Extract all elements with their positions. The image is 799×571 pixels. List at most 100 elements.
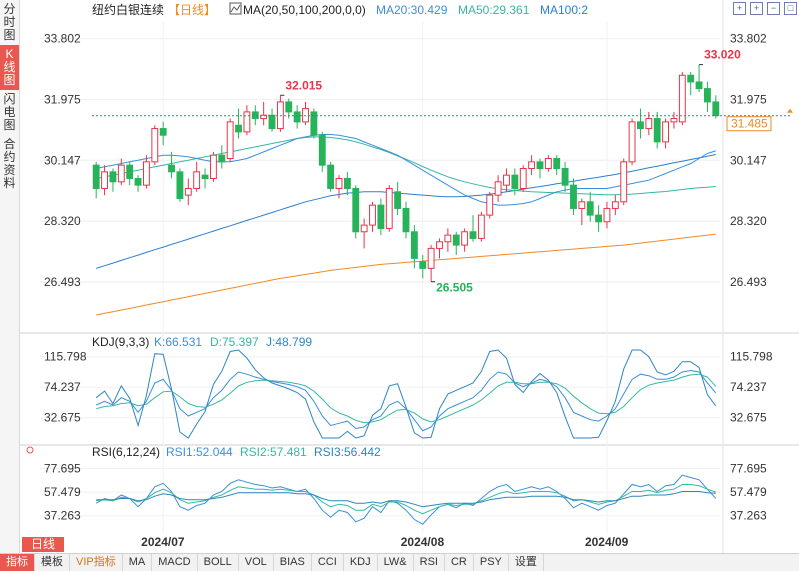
candle-body — [645, 118, 653, 130]
candle-body — [92, 164, 100, 189]
zoom-out-icon[interactable]: − — [767, 2, 780, 15]
toolbar-item-7[interactable]: BIAS — [274, 554, 312, 571]
candle-body — [235, 124, 242, 133]
candle-body — [461, 231, 469, 246]
sidebar-tab-3[interactable]: 合约资料 — [3, 137, 16, 190]
toolbar-item-13[interactable]: PSY — [474, 554, 509, 571]
candle-body — [385, 187, 393, 229]
rsi-settings-icon[interactable] — [26, 446, 34, 454]
candle-body — [318, 134, 326, 166]
ma-settings-icon[interactable] — [229, 2, 242, 15]
toolbar-item-1[interactable]: 模板 — [35, 554, 70, 571]
ma-label: MA(20,50,100,200,0,0) — [243, 3, 366, 17]
window-tools: + + − □ — [733, 2, 797, 15]
toolbar-item-11[interactable]: RSI — [414, 554, 445, 571]
candle-body — [536, 161, 544, 170]
extreme-label: 26.505 — [436, 281, 473, 295]
candle-body — [184, 187, 192, 196]
kdj-label: KDJ(9,3,3) — [92, 335, 149, 349]
candle-body — [653, 118, 661, 143]
last-price-box — [726, 116, 772, 132]
crosshair-icon[interactable]: + — [733, 2, 746, 15]
toolbar-item-2[interactable]: VIP指标 — [70, 554, 123, 571]
extreme-label: 33.020 — [704, 48, 741, 62]
toolbar-item-10[interactable]: LW& — [378, 554, 414, 571]
candle-body — [444, 234, 452, 243]
candle-body — [335, 177, 343, 189]
candle-body — [377, 204, 385, 229]
ma-settings-icon-glyph — [230, 4, 241, 13]
candle-body — [126, 164, 134, 179]
toolbar-item-6[interactable]: VOL — [239, 554, 274, 571]
candle-body — [578, 201, 586, 209]
x-tick-label: 2024/09 — [585, 535, 629, 549]
candle-body — [193, 171, 201, 189]
zoom-in-icon[interactable]: + — [750, 2, 763, 15]
candle-body — [327, 164, 335, 189]
toolbar-item-4[interactable]: MACD — [152, 554, 198, 571]
main-ytick: 30.147 — [730, 153, 767, 167]
candle-body — [101, 171, 108, 189]
candle-body — [486, 194, 494, 216]
toolbar-item-14[interactable]: 设置 — [509, 554, 544, 571]
ma50-line — [96, 136, 716, 196]
main-ytick: 28.320 — [730, 214, 767, 228]
toolbar-item-3[interactable]: MA — [123, 554, 153, 571]
kdj-k-value: K:66.531 — [154, 335, 202, 349]
toolbar-item-8[interactable]: CCI — [312, 554, 344, 571]
kdj-line-2 — [95, 349, 717, 439]
toolbar-item-0[interactable]: 指标 — [0, 554, 35, 571]
rsi1-value: RSI1:52.044 — [166, 445, 233, 459]
rsi-ytick-left: 37.263 — [44, 509, 81, 523]
candle-body — [260, 114, 268, 120]
ma20-value: MA20:30.429 — [376, 3, 448, 17]
candle-body — [134, 177, 142, 186]
toolbar-item-9[interactable]: KDJ — [344, 554, 378, 571]
main-ytick-left: 26.493 — [44, 275, 81, 289]
candle-body — [410, 231, 418, 259]
last-price-label: 31.485 — [731, 117, 768, 131]
candle-body — [611, 201, 619, 209]
rsi-line-2 — [96, 491, 716, 508]
candle-body — [176, 171, 184, 199]
toolbar-item-5[interactable]: BOLL — [198, 554, 239, 571]
candle-body — [678, 74, 686, 123]
kdj-ytick: 32.675 — [730, 411, 767, 425]
main-ytick: 31.975 — [730, 92, 767, 106]
kdj-j-value: J:48.799 — [266, 335, 312, 349]
ma200-line — [96, 233, 716, 316]
fullscreen-icon[interactable]: □ — [784, 2, 797, 15]
rsi-ytick-left: 57.479 — [44, 485, 81, 499]
toolbar-item-12[interactable]: CR — [445, 554, 474, 571]
candle-body — [402, 207, 410, 233]
candle-body — [494, 181, 502, 196]
candle-body — [603, 207, 611, 223]
chart-canvas[interactable]: 纽约白银连续 【日线】 MA(20,50,100,200,0,0) MA20:3… — [20, 0, 799, 553]
rsi-label: RSI(6,12,24) — [92, 445, 160, 459]
candle-body — [142, 161, 150, 186]
main-ytick-left: 31.975 — [44, 92, 81, 106]
candle-body — [343, 177, 351, 189]
candle-body — [218, 154, 226, 163]
instrument-title: 纽约白银连续 — [92, 2, 164, 17]
ma50-value: MA50:29.361 — [458, 3, 530, 17]
period-button[interactable]: 日线 — [22, 537, 64, 552]
candle-body — [117, 164, 125, 183]
candle-body — [369, 204, 376, 226]
rsi-line-0 — [95, 474, 717, 525]
candle-body — [637, 121, 644, 130]
candle-body — [293, 111, 301, 123]
candle-body — [670, 118, 678, 123]
main-ytick-left: 30.147 — [44, 153, 81, 167]
rsi3-value: RSI3:56.442 — [314, 445, 381, 459]
candle-body — [109, 171, 117, 183]
candle-body — [695, 81, 703, 90]
period-tag[interactable]: 【日线】 — [168, 3, 216, 17]
candle-body — [503, 174, 510, 186]
candle-body — [561, 168, 569, 186]
candle-body — [151, 128, 159, 163]
sidebar-tab-0[interactable]: 分时图 — [3, 2, 16, 42]
candle-body — [159, 128, 167, 136]
sidebar-tab-2[interactable]: 闪电图 — [3, 92, 16, 132]
